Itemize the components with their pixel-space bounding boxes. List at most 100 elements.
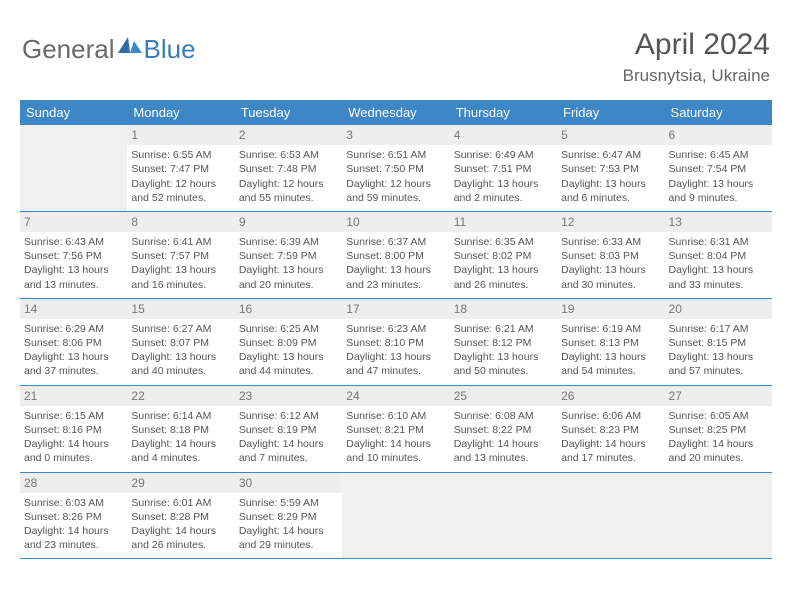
title-block: April 2024 Brusnytsia, Ukraine [623,28,770,86]
sunrise-text: Sunrise: 6:01 AM [131,496,230,510]
daylight-text: and 6 minutes. [561,191,660,205]
daylight-text: and 44 minutes. [239,364,338,378]
weekday-label: Wednesday [342,100,449,125]
calendar-week: 1 Sunrise: 6:55 AMSunset: 7:47 PM Daylight… [20,125,772,212]
sunset-text: Sunset: 8:16 PM [24,423,123,437]
sunrise-text: Sunrise: 6:12 AM [239,409,338,423]
sunrise-text: Sunrise: 6:41 AM [131,235,230,249]
calendar-cell: 22Sunrise: 6:14 AMSunset: 8:18 PMDayligh… [127,386,234,472]
calendar: SundayMondayTuesdayWednesdayThursdayFrid… [20,100,772,559]
calendar-cell: 20Sunrise: 6:17 AMSunset: 8:15 PMDayligh… [665,299,772,385]
calendar-cell: 24Sunrise: 6:10 AMSunset: 8:21 PMDayligh… [342,386,449,472]
sunset-text: Sunset: 8:00 PM [346,249,445,263]
sunset-text: Sunset: 8:29 PM [239,510,338,524]
daylight-text: and 57 minutes. [669,364,768,378]
day-number: 27 [665,386,772,406]
daylight-text: and 40 minutes. [131,364,230,378]
day-number: 24 [342,386,449,406]
sunset-text: Sunset: 8:18 PM [131,423,230,437]
sunrise-text: Sunrise: 5:59 AM [239,496,338,510]
calendar-cell: 17Sunrise: 6:23 AMSunset: 8:10 PMDayligh… [342,299,449,385]
sunset-text: Sunset: 7:47 PM [131,162,230,176]
calendar-cell: 10Sunrise: 6:37 AMSunset: 8:00 PMDayligh… [342,212,449,298]
sunrise-text: Sunrise: 6:14 AM [131,409,230,423]
calendar-cell: 4Sunrise: 6:49 AMSunset: 7:51 PMDaylight… [450,125,557,211]
calendar-cell-empty [20,125,127,211]
sunset-text: Sunset: 7:54 PM [669,162,768,176]
sunset-text: Sunset: 8:23 PM [561,423,660,437]
day-number: 5 [557,125,664,145]
daylight-text: and 7 minutes. [239,451,338,465]
daylight-text: Daylight: 13 hours [239,263,338,277]
daylight-text: Daylight: 13 hours [239,350,338,364]
calendar-cell: 1Sunrise: 6:55 AMSunset: 7:47 PMDaylight… [127,125,234,211]
daylight-text: and 13 minutes. [454,451,553,465]
calendar-cell: 16Sunrise: 6:25 AMSunset: 8:09 PMDayligh… [235,299,342,385]
sunrise-text: Sunrise: 6:31 AM [669,235,768,249]
calendar-cell-empty [665,473,772,559]
sunset-text: Sunset: 8:03 PM [561,249,660,263]
sunrise-text: Sunrise: 6:47 AM [561,148,660,162]
day-number: 21 [20,386,127,406]
weekday-label: Sunday [20,100,127,125]
daylight-text: and 47 minutes. [346,364,445,378]
calendar-cell: 26 Sunrise: 6:06 AMSunset: 8:23 PMDayligh… [557,386,664,472]
daylight-text: and 16 minutes. [131,278,230,292]
daylight-text: Daylight: 14 hours [669,437,768,451]
sunrise-text: Sunrise: 6:51 AM [346,148,445,162]
sunset-text: Sunset: 8:21 PM [346,423,445,437]
daylight-text: and 33 minutes. [669,278,768,292]
daylight-text: Daylight: 13 hours [346,263,445,277]
calendar-cell: 9Sunrise: 6:39 AMSunset: 7:59 PMDaylight… [235,212,342,298]
daylight-text: Daylight: 14 hours [24,437,123,451]
daylight-text: Daylight: 13 hours [131,263,230,277]
daylight-text: Daylight: 14 hours [561,437,660,451]
sunrise-text: Sunrise: 6:06 AM [561,409,660,423]
daylight-text: Daylight: 13 hours [561,350,660,364]
day-number: 26 [557,386,664,406]
daylight-text: and 30 minutes. [561,278,660,292]
sunset-text: Sunset: 8:04 PM [669,249,768,263]
sunrise-text: Sunrise: 6:53 AM [239,148,338,162]
day-number: 6 [665,125,772,145]
sunset-text: Sunset: 8:10 PM [346,336,445,350]
calendar-cell: 3Sunrise: 6:51 AMSunset: 7:50 PMDaylight… [342,125,449,211]
calendar-week: 7Sunrise: 6:43 AMSunset: 7:56 PMDaylight… [20,212,772,299]
daylight-text: Daylight: 14 hours [239,437,338,451]
sunrise-text: Sunrise: 6:45 AM [669,148,768,162]
day-number: 7 [20,212,127,232]
day-number: 1 [127,125,234,145]
calendar-cell: 6Sunrise: 6:45 AMSunset: 7:54 PMDaylight… [665,125,772,211]
weekday-header: SundayMondayTuesdayWednesdayThursdayFrid… [20,100,772,125]
sunrise-text: Sunrise: 6:21 AM [454,322,553,336]
sunrise-text: Sunrise: 6:15 AM [24,409,123,423]
daylight-text: and 37 minutes. [24,364,123,378]
daylight-text: and 20 minutes. [669,451,768,465]
sunrise-text: Sunrise: 6:29 AM [24,322,123,336]
daylight-text: and 23 minutes. [346,278,445,292]
calendar-cell: 14Sunrise: 6:29 AMSunset: 8:06 PMDayligh… [20,299,127,385]
weekday-label: Monday [127,100,234,125]
sunset-text: Sunset: 8:07 PM [131,336,230,350]
calendar-cell: 21 Sunrise: 6:15 AMSunset: 8:16 PMDayligh… [20,386,127,472]
weekday-label: Friday [557,100,664,125]
sunrise-text: Sunrise: 6:33 AM [561,235,660,249]
weekday-label: Saturday [665,100,772,125]
day-number: 19 [557,299,664,319]
daylight-text: and 50 minutes. [454,364,553,378]
day-number: 4 [450,125,557,145]
calendar-cell: 7Sunrise: 6:43 AMSunset: 7:56 PMDaylight… [20,212,127,298]
sunset-text: Sunset: 8:25 PM [669,423,768,437]
daylight-text: Daylight: 14 hours [131,524,230,538]
sunset-text: Sunset: 8:06 PM [24,336,123,350]
sunset-text: Sunset: 7:51 PM [454,162,553,176]
day-number: 29 [127,473,234,493]
daylight-text: Daylight: 14 hours [239,524,338,538]
daylight-text: and 20 minutes. [239,278,338,292]
sunrise-text: Sunrise: 6:03 AM [24,496,123,510]
daylight-text: Daylight: 12 hours [239,177,338,191]
sunrise-text: Sunrise: 6:55 AM [131,148,230,162]
daylight-text: and 10 minutes. [346,451,445,465]
daylight-text: and 2 minutes. [454,191,553,205]
logo-text-general: General [22,34,115,65]
